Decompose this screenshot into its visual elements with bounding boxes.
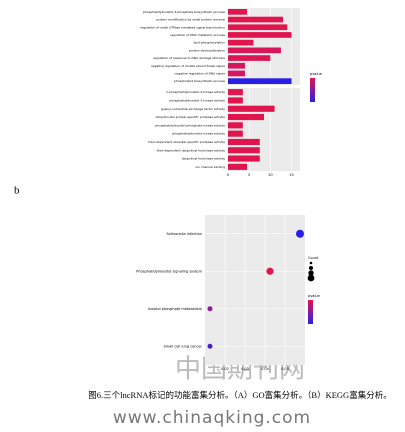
- bar: [228, 138, 260, 146]
- bar: [228, 163, 248, 170]
- y-tick-label: phosphatidylinositol 3-kinase activity: [169, 98, 225, 102]
- y-tick-label: regulation of small GTPase mediated sign…: [140, 25, 225, 29]
- bar: [228, 89, 243, 96]
- bar: [228, 113, 264, 121]
- x-tick-label: 0.03: [241, 367, 249, 371]
- x-tick-label: 0.04: [261, 367, 270, 371]
- y-tick-label: negative regulation of DNA repair: [175, 71, 226, 75]
- bar: [228, 62, 245, 69]
- x-tick-label: 0.05: [281, 367, 289, 371]
- y-tick-label: phosphatidylinositol kinase activity: [172, 132, 225, 136]
- legend-title: pvalue: [310, 72, 322, 76]
- panel-label: b: [14, 185, 20, 197]
- y-tick-label: phosphatidylinositol phosphate kinase ac…: [155, 123, 225, 127]
- y-tick-label: protein modification by small protein re…: [156, 18, 225, 22]
- x-tick-label: 15: [289, 173, 293, 177]
- legend-size: [309, 261, 313, 265]
- y-tick-label: lipid phosphorylation: [193, 41, 225, 45]
- y-tick-label: thiol-dependent ubiquitin-specific prote…: [148, 140, 225, 144]
- y-tick-label: protein deubiquitination: [189, 48, 225, 52]
- dot: [207, 343, 213, 349]
- bar: [228, 55, 271, 61]
- footer-url: www.chinaqking.com: [113, 408, 311, 427]
- bar: [228, 147, 260, 154]
- caption: 图6.三个lncRNA标记的功能富集分析。（A）GO富集分析。（B）KEGG富集…: [88, 390, 391, 400]
- y-tick-label: ubiquitinyl hydrolase activity: [182, 157, 226, 161]
- y-tick-label: ubiquitin-like protein-specific protease…: [155, 115, 225, 119]
- dot: [207, 306, 213, 312]
- y-tick-label: Phosphatidylinositol signaling system: [136, 269, 202, 273]
- legend-colorbar: [308, 300, 313, 324]
- y-tick-label: Small cell lung cancer: [163, 344, 202, 348]
- bar: [228, 47, 281, 54]
- bar: [228, 122, 243, 129]
- y-tick-label: regulation of response to DNA damage sti…: [153, 56, 225, 60]
- legend-title: pvalue: [308, 294, 320, 298]
- y-tick-label: Salmonella infection: [166, 232, 202, 236]
- bar: [228, 105, 275, 112]
- dot: [266, 267, 274, 275]
- legend-size: [309, 266, 313, 270]
- bar: [228, 78, 292, 84]
- bar: [228, 39, 254, 46]
- y-tick-label: negative regulation of double-strand bre…: [151, 64, 226, 68]
- legend-size: [308, 270, 314, 276]
- y-tick-label: thiol-dependent ubiquitinyl hydrolase ac…: [157, 148, 225, 152]
- x-tick-label: 5: [248, 173, 250, 177]
- y-tick-label: ion channel binding: [195, 165, 225, 169]
- dot: [296, 229, 304, 238]
- panel-bg: [205, 215, 305, 365]
- bar: [228, 16, 284, 23]
- bar: [228, 24, 288, 31]
- y-tick-label: phospholipid biosynthetic process: [174, 79, 225, 83]
- x-tick-label: 0.02: [221, 367, 229, 371]
- y-tick-label: phosphatidylinositol-3-phosphate biosynt…: [143, 10, 225, 14]
- bar: [228, 9, 248, 15]
- bar: [228, 32, 292, 38]
- bar: [228, 70, 245, 77]
- x-tick-label: 0: [227, 173, 229, 177]
- y-tick-label: Inositol phosphate metabolism: [148, 307, 203, 311]
- bar: [228, 97, 243, 104]
- bar: [228, 130, 243, 137]
- y-tick-label: guanyl-nucleotide exchange factor activi…: [161, 107, 225, 111]
- y-tick-label: regulation of DNA metabolic process: [170, 33, 225, 37]
- bar: [228, 155, 260, 162]
- legend-colorbar: [310, 78, 315, 102]
- legend-size: [307, 274, 315, 282]
- y-tick-label: 1-phosphatidylinositol-3-kinase activity: [166, 90, 225, 94]
- x-tick-label: 10: [268, 173, 272, 177]
- legend-title: Count: [308, 256, 319, 260]
